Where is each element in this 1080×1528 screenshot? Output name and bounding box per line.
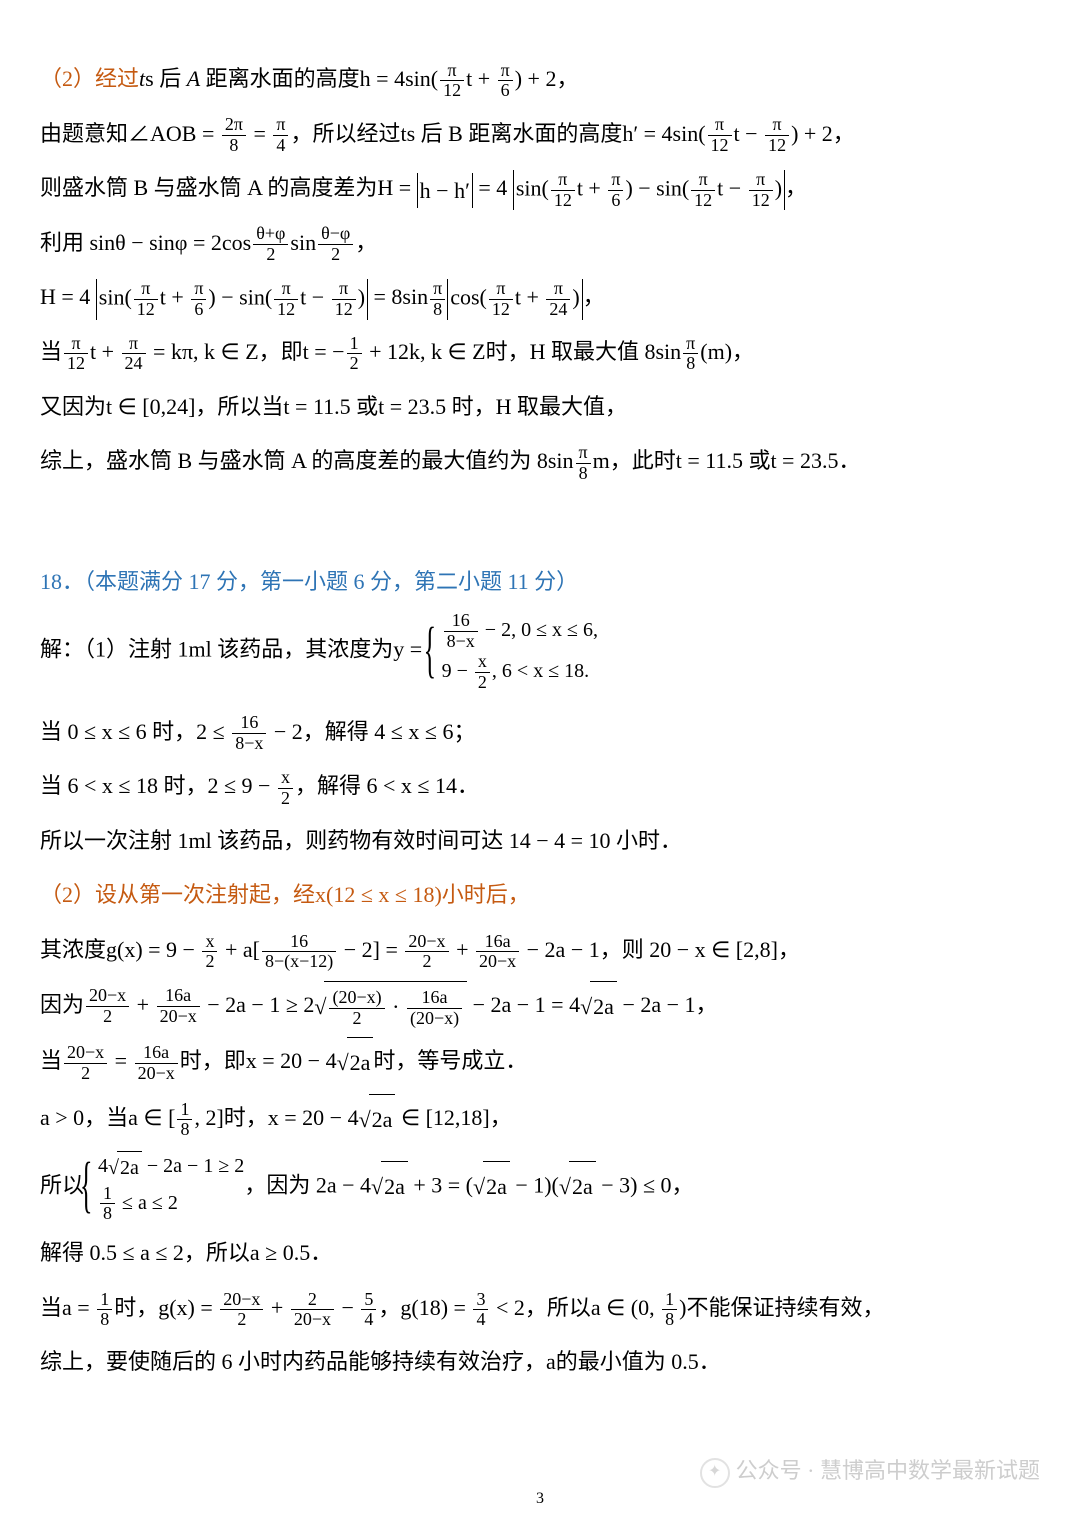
- abs-2: sin(π12t + π6) − sin(π12t − π12): [513, 170, 785, 211]
- q18-l12: 当a = 18时，g(x) = 20−x2 + 220−x − 54，g(18)…: [40, 1283, 1040, 1334]
- piecewise-brace: 168−x − 2, 0 ≤ x ≤ 6, 9 − x2, 6 < x ≤ 18…: [428, 611, 598, 692]
- system-brace: 4√2a − 2a − 1 ≥ 2 18 ≤ a ≤ 2: [84, 1150, 244, 1225]
- q18-l2: 当 0 ≤ x ≤ 6 时，2 ≤ 168−x − 2，解得 4 ≤ x ≤ 6…: [40, 707, 1040, 758]
- q18-l11: 解得 0.5 ≤ a ≤ 2，所以a ≥ 0.5．: [40, 1228, 1040, 1279]
- q17-l8: 综上，盛水筒 B 与盛水筒 A 的高度差的最大值约为 8sinπ8m，此时t =…: [40, 436, 1040, 487]
- abs-1: h − h′: [417, 173, 473, 208]
- q18-l4: 所以一次注射 1ml 该药品，则药物有效时间可达 14 − 4 = 10 小时．: [40, 816, 1040, 867]
- q18-l5: （2）设从第一次注射起，经x(12 ≤ x ≤ 18)小时后，: [40, 870, 1040, 921]
- q18-l13: 综上，要使随后的 6 小时内药品能够持续有效治疗，a的最小值为 0.5．: [40, 1337, 1040, 1388]
- page: （2）经过ts 后 A 距离水面的高度h = 4sin(π12t + π6) +…: [0, 0, 1080, 1528]
- q17-l1: （2）经过ts 后 A 距离水面的高度h = 4sin(π12t + π6) +…: [40, 54, 1040, 105]
- q18-l6: 其浓度g(x) = 9 − x2 + a[168−(x−12) − 2] = 2…: [40, 925, 1040, 976]
- q18-l7: 因为20−x2 + 16a20−x − 2a − 1 ≥ 2√(20−x)2 ·…: [40, 980, 1040, 1033]
- q17-l6: 当π12t + π24 = kπ, k ∈ Z，即t = −12 + 12k, …: [40, 327, 1040, 378]
- q17-l4: 利用 sinθ − sinφ = 2cosθ+φ2sinθ−φ2，: [40, 218, 1040, 269]
- q17-l1-prefix-red: （2）经过: [40, 66, 139, 91]
- page-number: 3: [0, 1490, 1080, 1508]
- q18-header: 18．（本题满分 17 分，第一小题 6 分，第二小题 11 分）: [40, 557, 1040, 608]
- q17-l2: 由题意知∠AOB = 2π8 = π4，所以经过ts 后 B 距离水面的高度h′…: [40, 109, 1040, 160]
- q18-l10: 所以 4√2a − 2a − 1 ≥ 2 18 ≤ a ≤ 2 ，因为 2a −…: [40, 1150, 1040, 1225]
- q18-l3: 当 6 < x ≤ 18 时，2 ≤ 9 − x2，解得 6 < x ≤ 14．: [40, 761, 1040, 812]
- abs-4: cos(π12t + π24): [447, 279, 583, 320]
- q17-l7: 又因为t ∈ [0,24]，所以当t = 11.5 或t = 23.5 时，H …: [40, 382, 1040, 433]
- watermark-text: 公众号 · 慧博高中数学最新试题: [736, 1458, 1040, 1483]
- abs-3: sin(π12t + π6) − sin(π12t − π12): [96, 279, 368, 320]
- wechat-icon: ✦: [700, 1458, 730, 1488]
- q18-l9: a > 0，当a ∈ [18, 2]时，x = 20 − 4√2a ∈ [12,…: [40, 1093, 1040, 1146]
- watermark: ✦公众号 · 慧博高中数学最新试题: [700, 1453, 1040, 1488]
- q17-l5: H = 4 sin(π12t + π6) − sin(π12t − π12) =…: [40, 272, 1040, 323]
- q18-l8: 当20−x2 = 16a20−x时，即x = 20 − 4√2a时，等号成立．: [40, 1036, 1040, 1089]
- q18-l1: 解：（1）注射 1ml 该药品，其浓度为y = 168−x − 2, 0 ≤ x…: [40, 611, 1040, 692]
- q17-l3: 则盛水筒 B 与盛水筒 A 的高度差为H = h − h′ = 4 sin(π1…: [40, 163, 1040, 214]
